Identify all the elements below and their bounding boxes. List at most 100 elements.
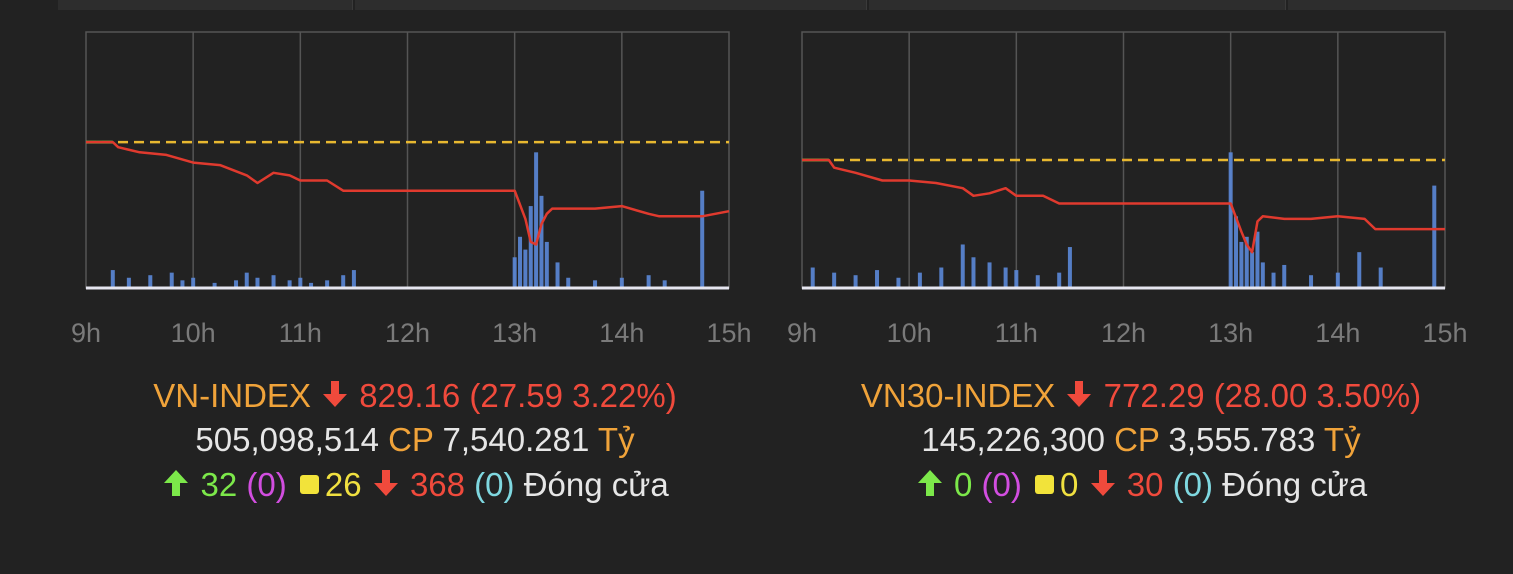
unchanged-square-icon bbox=[1035, 475, 1055, 494]
turnover-value: 7,540.281 bbox=[442, 421, 590, 458]
volume-bar bbox=[298, 277, 303, 288]
index-line bbox=[86, 140, 730, 246]
arrow-down-icon bbox=[323, 381, 348, 407]
declines-count: 368 bbox=[409, 466, 465, 503]
volume-bar bbox=[234, 280, 239, 288]
volume-bar bbox=[939, 267, 944, 288]
advances-count: 0 bbox=[954, 466, 973, 503]
volume-row: 505,098,514 CP 7,540.281 Tỷ bbox=[0, 418, 830, 462]
volume-bar bbox=[619, 277, 624, 288]
volume-bar bbox=[662, 280, 667, 288]
vn-index-chart: 9h 10h 11h 12h 13h 14h 15h bbox=[71, 31, 752, 348]
volume-bar bbox=[534, 152, 539, 288]
volume-bar bbox=[255, 277, 260, 288]
volume-bar bbox=[341, 275, 346, 288]
index-change: (27.59 3.22%) bbox=[469, 377, 677, 414]
vn-index-panel: 9h 10h 11h 12h 13h 14h 15h VN-INDEX 829.16 (27… bbox=[0, 0, 752, 574]
tab-segment-3[interactable] bbox=[869, 0, 1286, 10]
x-tick-label: 12h bbox=[385, 318, 430, 348]
index-change: (28.00 3.50%) bbox=[1213, 377, 1422, 414]
cp-label: CP bbox=[388, 421, 434, 458]
volume-bar bbox=[1014, 270, 1019, 288]
volume-bar bbox=[169, 272, 174, 288]
tab-segment-1[interactable] bbox=[58, 0, 353, 10]
volume-bar bbox=[875, 270, 880, 288]
volume-bar bbox=[1432, 185, 1437, 288]
vn30-index-panel: 9h 10h 11h 12h 13h 14h 15h VN30-INDEX 772.29 (… bbox=[716, 0, 1468, 574]
volume-bar bbox=[539, 195, 544, 288]
arrow-down-icon bbox=[1090, 470, 1115, 496]
x-tick-label: 9h bbox=[787, 318, 817, 348]
x-tick-label: 15h bbox=[1422, 318, 1467, 348]
volume-bar bbox=[566, 277, 571, 288]
unchanged-count: 0 bbox=[1060, 466, 1079, 503]
tab-segment-2[interactable] bbox=[355, 0, 867, 10]
declines-count: 30 bbox=[1126, 466, 1164, 503]
x-tick-label: 9h bbox=[71, 318, 101, 348]
turnover-value: 3,555.783 bbox=[1168, 421, 1316, 458]
volume-bar bbox=[1239, 241, 1244, 288]
volume-bar bbox=[1003, 267, 1008, 288]
vn30-index-chart: 9h 10h 11h 12h 13h 14h 15h bbox=[787, 31, 1468, 348]
volume-bar bbox=[110, 270, 115, 288]
market-status: Đóng cửa bbox=[523, 466, 669, 503]
arrow-up-icon bbox=[917, 470, 942, 496]
volume-bar bbox=[971, 257, 976, 288]
volume-bar bbox=[271, 275, 276, 288]
volume-bar bbox=[896, 277, 901, 288]
volume-bar bbox=[1035, 275, 1040, 288]
arrow-down-icon bbox=[1067, 381, 1092, 407]
x-tick-label: 14h bbox=[599, 318, 644, 348]
volume-bar bbox=[593, 280, 598, 288]
volume-bar bbox=[1228, 152, 1233, 288]
volume-bar bbox=[1335, 272, 1340, 288]
volume-value: 505,098,514 bbox=[195, 421, 379, 458]
x-tick-label: 14h bbox=[1315, 318, 1360, 348]
tab-segment-4[interactable] bbox=[1288, 0, 1513, 10]
x-tick-label: 10h bbox=[887, 318, 932, 348]
turnover-unit: Tỷ bbox=[597, 421, 635, 458]
x-tick-label: 13h bbox=[492, 318, 537, 348]
unchanged-count: 26 bbox=[324, 466, 362, 503]
volume-bar bbox=[832, 272, 837, 288]
arrow-up-icon bbox=[164, 470, 189, 496]
volume-bar bbox=[1250, 252, 1255, 288]
volume-bar bbox=[523, 249, 528, 288]
advances-count: 32 bbox=[200, 466, 238, 503]
volume-bar bbox=[309, 282, 314, 288]
volume-bar bbox=[148, 275, 153, 288]
volume-bar bbox=[1067, 247, 1072, 288]
volume-bar bbox=[191, 277, 196, 288]
volume-bar bbox=[1282, 264, 1287, 288]
volume-bar bbox=[325, 280, 330, 288]
volume-bar bbox=[287, 280, 292, 288]
volume-bar bbox=[960, 244, 965, 288]
volume-bar bbox=[512, 257, 517, 288]
x-tick-label: 13h bbox=[1208, 318, 1253, 348]
volume-bar bbox=[555, 262, 560, 288]
volume-bar bbox=[126, 277, 131, 288]
volume-bar bbox=[1357, 252, 1362, 288]
unchanged-square-icon bbox=[299, 475, 319, 494]
advances-ceiling-count: (0) bbox=[981, 466, 1022, 503]
x-tick-label: 11h bbox=[279, 318, 322, 348]
index-name: VN30-INDEX bbox=[860, 377, 1056, 414]
volume-bar bbox=[544, 241, 549, 288]
volume-bar bbox=[700, 190, 705, 288]
top-tab-bar bbox=[0, 0, 1513, 10]
index-summary-row: VN30-INDEX 772.29 (28.00 3.50%) bbox=[716, 374, 1513, 418]
volume-value: 145,226,300 bbox=[921, 421, 1105, 458]
x-tick-label: 10h bbox=[171, 318, 216, 348]
arrow-down-icon bbox=[373, 470, 398, 496]
market-status: Đóng cửa bbox=[1222, 466, 1368, 503]
volume-bar bbox=[1255, 231, 1260, 288]
x-tick-label: 12h bbox=[1101, 318, 1146, 348]
volume-bar bbox=[1378, 267, 1383, 288]
index-summary-row: VN-INDEX 829.16 (27.59 3.22%) bbox=[0, 374, 830, 418]
volume-bar bbox=[646, 275, 651, 288]
volume-bar bbox=[244, 272, 249, 288]
volume-bar bbox=[810, 267, 815, 288]
volume-bar bbox=[528, 206, 533, 288]
volume-bar bbox=[1057, 272, 1062, 288]
index-name: VN-INDEX bbox=[153, 377, 311, 414]
